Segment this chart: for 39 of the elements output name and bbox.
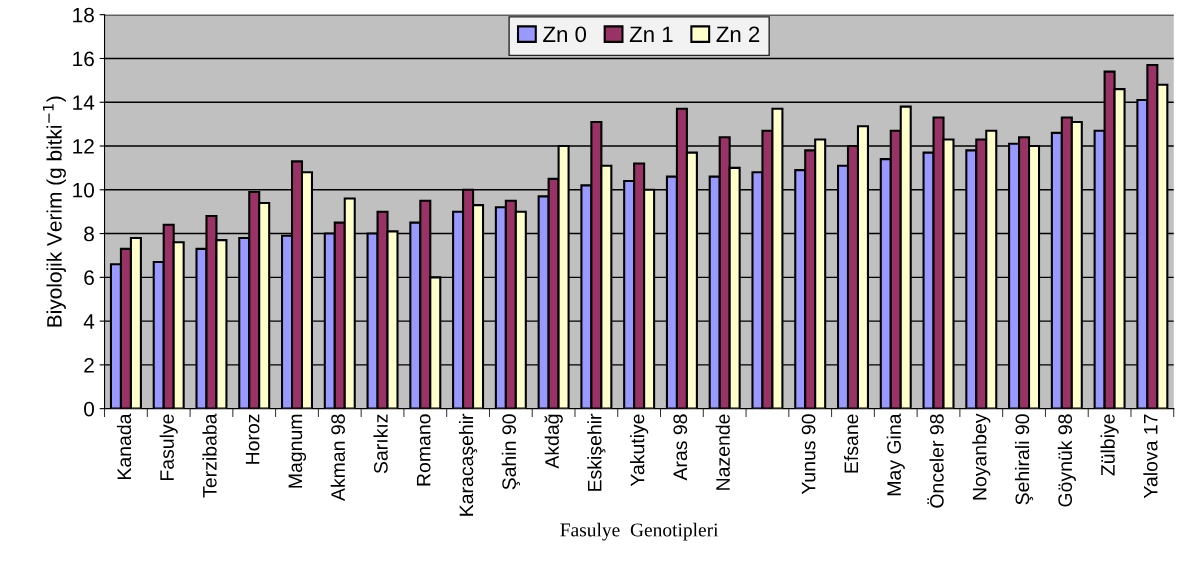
- x-tick-label: Şahin 90: [501, 414, 520, 490]
- x-tick-label: Magnum: [288, 414, 307, 488]
- x-tick-label: Yunus 90: [801, 414, 816, 495]
- x-tick-label: Terzibaba: [202, 413, 217, 498]
- x-tick-label: May Gina: [886, 413, 905, 496]
- x-tick-label: Efsane: [843, 414, 859, 473]
- x-tick-label: Romano: [416, 414, 431, 486]
- x-tick-label: Karacaşehir: [458, 413, 478, 516]
- x-tick-label: Akdağ: [544, 414, 563, 469]
- x-tick-label: Önceler 98: [927, 414, 944, 508]
- x-tick-label: Nazende: [715, 414, 730, 490]
- y-tick-label: 12: [73, 139, 94, 154]
- legend-label: Zn 1: [629, 26, 673, 42]
- y-tick-label: 0: [84, 401, 95, 417]
- y-tick-label: 2: [84, 357, 94, 373]
- x-tick-label: Şehirali 90: [1014, 414, 1034, 505]
- x-tick-label: Aras 98: [673, 414, 688, 481]
- legend-label: Zn 2: [716, 26, 760, 42]
- x-tick-label: Göynük 98: [1057, 414, 1076, 507]
- y-tick-label: 6: [84, 270, 94, 286]
- x-tick-label: Fasulye: [159, 414, 178, 481]
- x-tick-label: Eskişehir: [587, 413, 606, 491]
- x-tick-label: Yakutiye: [630, 414, 649, 487]
- x-tick-label: Kanada: [116, 413, 132, 479]
- y-tick-label: 18: [73, 7, 94, 23]
- y-tick-label: 4: [83, 314, 95, 329]
- legend-label: Zn 0: [543, 26, 587, 43]
- x-tick-label: Yalova 17: [1143, 414, 1158, 499]
- y-tick-label: 14: [73, 95, 95, 110]
- x-tick-label: Akman 98: [330, 414, 345, 502]
- x-tick-label: Zülbiye: [1100, 414, 1119, 476]
- x-axis-title: Fasulye Genotipleri: [560, 522, 719, 541]
- y-axis-title: Biyolojik Verim (g bitki$^{−1}$): [42, 96, 66, 327]
- x-tick-label: Horoz: [245, 414, 260, 464]
- y-tick-label: 16: [73, 51, 94, 67]
- x-tick-label: Sarıkız: [373, 414, 388, 474]
- y-tick-label: 8: [84, 226, 94, 242]
- x-tick-label: Noyanbey: [972, 413, 991, 500]
- y-tick-label: 10: [73, 182, 95, 198]
